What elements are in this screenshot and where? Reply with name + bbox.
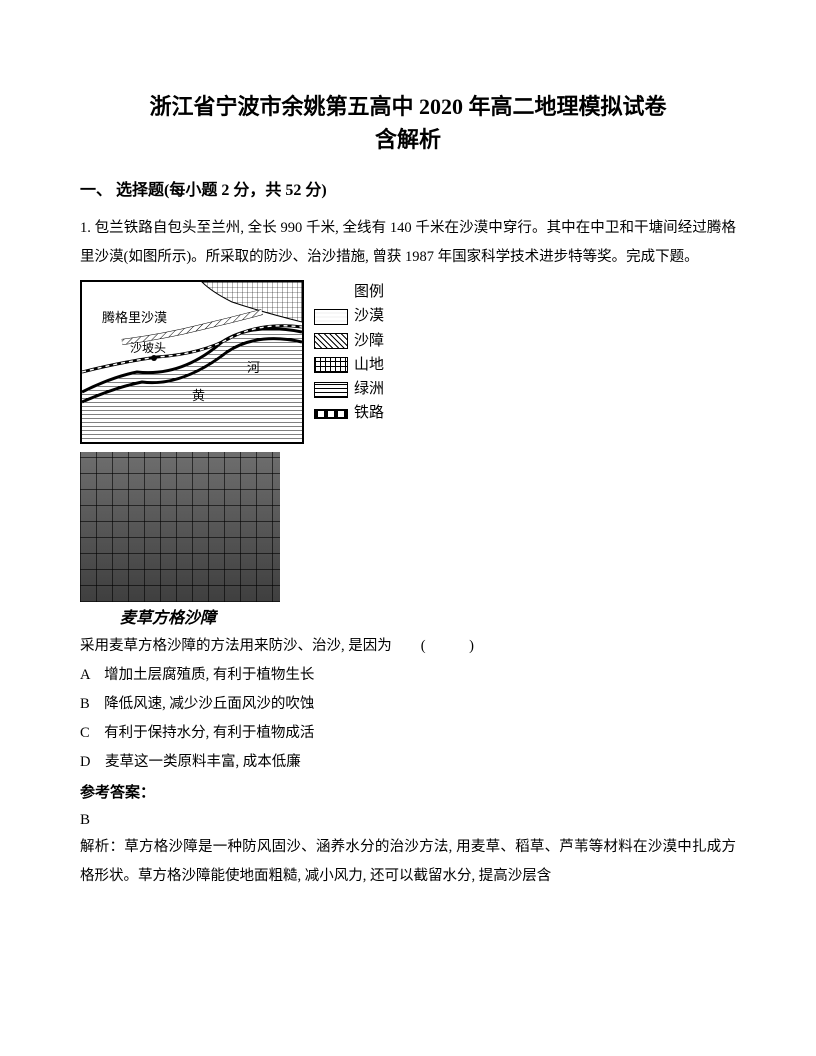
legend-title-row: 图例 (314, 281, 384, 304)
map-svg: 腾格里沙漠 沙坡头 黄 河 (82, 282, 302, 442)
map-figure: 腾格里沙漠 沙坡头 黄 河 (80, 280, 304, 444)
legend-label-railway: 铁路 (354, 402, 384, 425)
section-header: 一、 选择题(每小题 2 分，共 52 分) (80, 176, 736, 200)
option-c: C 有利于保持水分, 有利于植物成活 (80, 719, 736, 748)
answer-label: 参考答案： (80, 781, 736, 802)
map-label-river2: 河 (247, 360, 260, 375)
legend-row-mountain: 山地 (314, 354, 384, 377)
map-legend: 图例 沙漠 沙障 山地 绿洲 铁路 (314, 280, 384, 427)
legend-label-oasis: 绿洲 (354, 378, 384, 401)
legend-row-railway: 铁路 (314, 402, 384, 425)
swatch-mountain-icon (314, 357, 348, 373)
exam-page: 浙江省宁波市余姚第五高中 2020 年高二地理模拟试卷 含解析 一、 选择题(每… (0, 0, 816, 1056)
figure-1-map-row: 腾格里沙漠 沙坡头 黄 河 图例 沙漠 沙障 山地 (80, 280, 736, 444)
answer-letter: B (80, 812, 736, 829)
option-b: B 降低风速, 减少沙丘面风沙的吹蚀 (80, 690, 736, 719)
legend-row-desert: 沙漠 (314, 305, 384, 328)
map-label-river1: 黄 (192, 388, 205, 403)
swatch-barrier-icon (314, 333, 348, 349)
legend-row-barrier: 沙障 (314, 330, 384, 353)
legend-row-oasis: 绿洲 (314, 378, 384, 401)
question-1-options: A 增加土层腐殖质, 有利于植物生长 B 降低风速, 减少沙丘面风沙的吹蚀 C … (80, 661, 736, 777)
title-line-2: 含解析 (375, 127, 441, 152)
map-label-desert: 腾格里沙漠 (102, 310, 167, 325)
question-1-text: 1. 包兰铁路自包头至兰州, 全长 990 千米, 全线有 140 千米在沙漠中… (80, 214, 736, 272)
option-a: A 增加土层腐殖质, 有利于植物生长 (80, 661, 736, 690)
photo-straw-grid (80, 452, 280, 602)
explanation-text: 解析：草方格沙障是一种防风固沙、涵养水分的治沙方法, 用麦草、稻草、芦苇等材料在… (80, 833, 736, 891)
photo-caption: 麦草方格沙障 (120, 604, 736, 628)
legend-label-desert: 沙漠 (354, 305, 384, 328)
title-line-1: 浙江省宁波市余姚第五高中 2020 年高二地理模拟试卷 (149, 94, 666, 119)
page-title: 浙江省宁波市余姚第五高中 2020 年高二地理模拟试卷 含解析 (80, 90, 736, 156)
swatch-desert-icon (314, 309, 348, 325)
map-label-place: 沙坡头 (130, 341, 166, 355)
question-1-stem: 采用麦草方格沙障的方法用来防沙、治沙, 是因为 ( ) (80, 632, 736, 661)
legend-title: 图例 (354, 281, 384, 304)
legend-label-barrier: 沙障 (354, 330, 384, 353)
swatch-railway-icon (314, 409, 348, 419)
swatch-oasis-icon (314, 382, 348, 398)
option-d: D 麦草这一类原料丰富, 成本低廉 (80, 748, 736, 777)
legend-label-mountain: 山地 (354, 354, 384, 377)
